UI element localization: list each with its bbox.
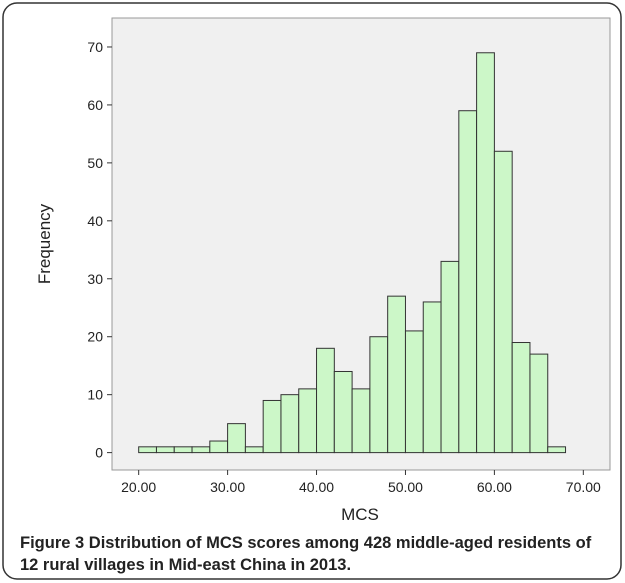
bar xyxy=(404,330,424,454)
caption: Figure 3 Distribution of MCS scores amon… xyxy=(20,532,610,576)
caption-label: Figure 3 xyxy=(20,534,85,552)
y-tick-label: 20 xyxy=(87,329,103,345)
y-tick-label: 60 xyxy=(87,97,103,113)
bar xyxy=(244,446,264,454)
bar xyxy=(422,301,442,454)
bar xyxy=(298,388,318,454)
bar xyxy=(511,342,531,454)
bar xyxy=(369,336,389,454)
x-tick-label: 70.00 xyxy=(566,479,601,495)
x-tick-label: 60.00 xyxy=(477,479,512,495)
bar xyxy=(440,260,460,454)
y-tick-label: 30 xyxy=(87,271,103,287)
x-axis-label: MCS xyxy=(341,505,379,524)
bar xyxy=(387,295,406,454)
y-tick-label: 40 xyxy=(87,213,103,229)
bar xyxy=(547,446,567,454)
y-tick-label: 0 xyxy=(95,445,103,461)
y-tick-label: 70 xyxy=(87,39,103,55)
bar xyxy=(155,446,175,454)
bar xyxy=(138,446,157,454)
bar xyxy=(173,446,193,454)
x-tick-label: 40.00 xyxy=(299,479,334,495)
x-tick-label: 50.00 xyxy=(388,479,423,495)
y-tick-label: 50 xyxy=(87,155,103,171)
y-tick-label: 10 xyxy=(87,387,103,403)
bar xyxy=(493,150,513,454)
y-axis-label: Frequency xyxy=(35,203,54,284)
bar xyxy=(209,440,229,454)
bar xyxy=(476,52,495,454)
bar xyxy=(227,423,246,454)
bar xyxy=(191,446,211,454)
bar xyxy=(333,370,353,454)
bar xyxy=(280,394,300,454)
bar xyxy=(529,353,549,454)
bar xyxy=(351,388,371,454)
x-tick-label: 20.00 xyxy=(121,479,156,495)
bar xyxy=(458,110,478,454)
bar xyxy=(316,347,335,454)
bar xyxy=(262,399,282,454)
caption-text: Distribution of MCS scores among 428 mid… xyxy=(20,534,592,574)
x-tick-label: 30.00 xyxy=(210,479,245,495)
